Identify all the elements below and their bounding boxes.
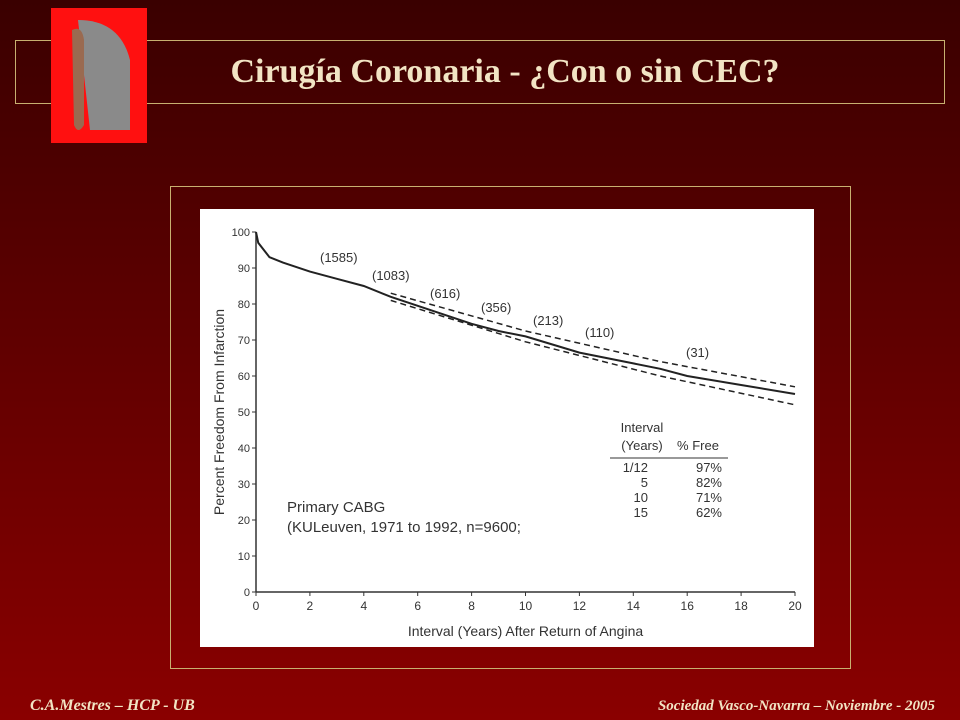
risk-count: (31): [686, 345, 709, 360]
table-cell: 1/12: [623, 460, 648, 475]
chart-background: [200, 209, 814, 647]
x-axis-label: Interval (Years) After Return of Angina: [408, 623, 643, 639]
y-tick-label: 20: [238, 515, 250, 527]
risk-count: (356): [481, 300, 511, 315]
chart-frame: [170, 186, 851, 669]
table-cell: 71%: [696, 490, 722, 505]
table-cell: 62%: [696, 505, 722, 520]
x-tick-label: 4: [360, 599, 367, 613]
risk-count: (1083): [372, 268, 410, 283]
note: (KULeuven, 1971 to 1992, n=9600;: [287, 519, 521, 536]
y-tick-label: 30: [238, 479, 250, 491]
x-tick-label: 18: [734, 599, 748, 613]
x-tick-label: 0: [253, 599, 260, 613]
y-tick-label: 60: [238, 371, 250, 383]
x-tick-label: 14: [627, 599, 641, 613]
x-tick-label: 16: [681, 599, 695, 613]
x-tick-label: 6: [414, 599, 421, 613]
slide-title: Cirugía Coronaria - ¿Con o sin CEC?: [230, 53, 779, 90]
y-tick-label: 100: [232, 227, 250, 239]
risk-count: (1585): [320, 250, 358, 265]
y-tick-label: 90: [238, 263, 250, 275]
title-frame: [15, 40, 945, 104]
note: Primary CABG: [287, 499, 385, 516]
table-header: (Years): [621, 438, 662, 453]
table-cell: 82%: [696, 475, 722, 490]
table-cell: 10: [634, 490, 648, 505]
y-tick-label: 50: [238, 407, 250, 419]
logo: [51, 8, 147, 143]
survival-line: [255, 231, 796, 395]
footer-left: C.A.Mestres – HCP - UB: [30, 697, 195, 714]
risk-count: (213): [533, 313, 563, 328]
footer-right: Sociedad Vasco-Navarra – Noviembre - 200…: [658, 698, 936, 714]
table-cell: 5: [641, 475, 648, 490]
confidence-line: [390, 299, 796, 406]
x-tick-label: 2: [307, 599, 314, 613]
y-tick-label: 10: [238, 551, 250, 563]
x-tick-label: 8: [468, 599, 475, 613]
risk-count: (110): [585, 325, 614, 340]
x-tick-label: 10: [519, 599, 533, 613]
y-tick-label: 70: [238, 335, 250, 347]
x-tick-label: 12: [573, 599, 587, 613]
chart: 0 10 20 30 40 50 60 70 80 90 100 0 2 4 6 8 10 12 14 16 18 20 I…: [211, 227, 802, 639]
risk-count: (616): [430, 286, 460, 301]
table-header: Interval: [621, 420, 664, 435]
y-axis-label: Percent Freedom From Infarction: [211, 309, 227, 515]
table-cell: 97%: [696, 460, 722, 475]
y-tick-label: 40: [238, 443, 250, 455]
table-header: % Free: [677, 438, 719, 453]
table-cell: 15: [634, 505, 648, 520]
y-tick-label: 80: [238, 299, 250, 311]
y-tick-label: 0: [244, 587, 250, 599]
x-tick-label: 20: [788, 599, 802, 613]
